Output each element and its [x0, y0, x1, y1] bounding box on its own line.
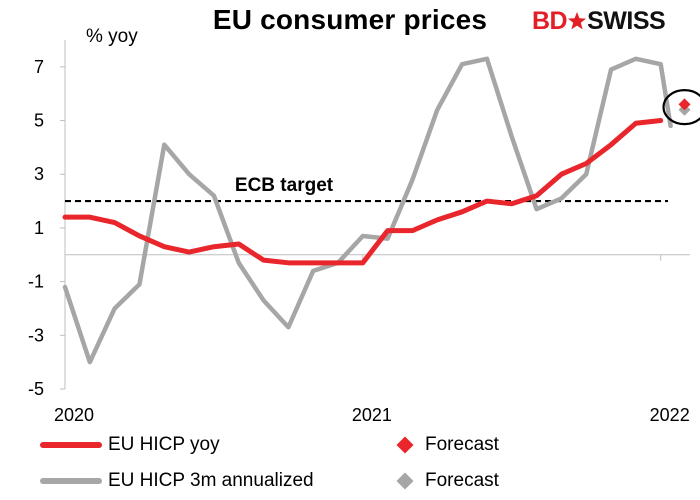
- logo-star-icon: [568, 12, 587, 30]
- x-tick-label: 2020: [54, 405, 94, 425]
- legend-label: EU HICP 3m annualized: [108, 470, 314, 491]
- legend-item-hicp-3m: EU HICP 3m annualized: [40, 470, 314, 492]
- legend-item-hicp-yoy: EU HICP yoy: [40, 434, 220, 456]
- ecb-target-line: ECB target: [65, 175, 668, 203]
- chart-series: [62, 56, 673, 365]
- y-tick-label: -3: [28, 325, 44, 345]
- legend-label: Forecast: [425, 434, 499, 455]
- legend-item-forecast-red: Forecast: [395, 434, 499, 456]
- y-tick-label: -1: [28, 272, 44, 292]
- series-line-hicp-3m-annualized: [62, 56, 673, 365]
- y-tick-label: 3: [34, 164, 44, 184]
- forecast-highlight-circle: [662, 89, 700, 126]
- legend-swatch-red-diamond: [396, 436, 414, 454]
- y-tick-label: 5: [34, 111, 44, 131]
- chart-title: EU consumer prices: [212, 4, 488, 35]
- chart-forecast-points: [662, 89, 700, 126]
- x-tick-label: 2022: [650, 405, 690, 425]
- legend-item-forecast-gray: Forecast: [395, 470, 499, 492]
- legend-label: Forecast: [425, 470, 499, 491]
- x-tick-label: 2021: [352, 405, 392, 425]
- legend-swatch-gray-diamond: [396, 472, 414, 490]
- logo-text-swiss: SWISS: [587, 6, 666, 35]
- brand-logo: BD SWISS: [532, 6, 666, 36]
- forecast-point-red: [678, 98, 691, 111]
- legend-swatch-red-line: [40, 442, 102, 448]
- y-axis-label: % yoy: [86, 26, 138, 47]
- series-line-hicp-yoy: [62, 118, 664, 266]
- logo-text-bd: BD: [532, 6, 568, 35]
- y-tick-label: 7: [34, 57, 44, 77]
- legend-label: EU HICP yoy: [108, 434, 220, 455]
- y-tick-label: -5: [28, 379, 44, 399]
- chart-axes: 7 5 3 1 -1 -3 -5 2020 2021 2022 % yoy: [28, 26, 690, 425]
- ecb-target-label: ECB target: [235, 175, 334, 196]
- legend-swatch-gray-line: [40, 478, 102, 484]
- y-tick-label: 1: [34, 218, 44, 238]
